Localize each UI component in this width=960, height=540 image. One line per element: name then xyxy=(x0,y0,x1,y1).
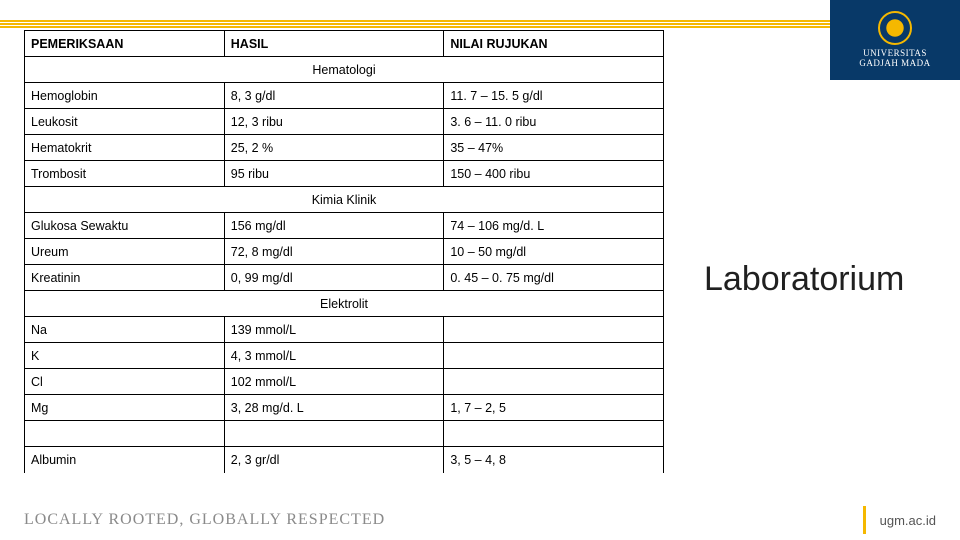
cell-pemeriksaan: Trombosit xyxy=(25,161,225,187)
table-row: Na139 mmol/L xyxy=(25,317,664,343)
table-row: Cl102 mmol/L xyxy=(25,369,664,395)
section-row: Kimia Klinik xyxy=(25,187,664,213)
table-row: Leukosit12, 3 ribu3. 6 – 11. 0 ribu xyxy=(25,109,664,135)
cell-hasil: 72, 8 mg/dl xyxy=(224,239,444,265)
footer-tagline: LOCALLY ROOTED, GLOBALLY RESPECTED xyxy=(24,511,385,529)
cell-pemeriksaan: Glukosa Sewaktu xyxy=(25,213,225,239)
cell-pemeriksaan: Mg xyxy=(25,395,225,421)
cell-hasil: 95 ribu xyxy=(224,161,444,187)
cell-hasil: 25, 2 % xyxy=(224,135,444,161)
cell-hasil: 4, 3 mmol/L xyxy=(224,343,444,369)
cell-nilai: 3, 5 – 4, 8 xyxy=(444,447,664,473)
cell-nilai: 11. 7 – 15. 5 g/dl xyxy=(444,83,664,109)
section-row: Elektrolit xyxy=(25,291,664,317)
section-label: Hematologi xyxy=(25,57,664,83)
cell-pemeriksaan xyxy=(25,421,225,447)
lab-results-table: PEMERIKSAAN HASIL NILAI RUJUKAN Hematolo… xyxy=(24,30,664,473)
footer-divider xyxy=(863,506,866,534)
cell-pemeriksaan: Hematokrit xyxy=(25,135,225,161)
section-row: Hematologi xyxy=(25,57,664,83)
table-row: K4, 3 mmol/L xyxy=(25,343,664,369)
cell-hasil: 2, 3 gr/dl xyxy=(224,447,444,473)
footer: LOCALLY ROOTED, GLOBALLY RESPECTED ugm.a… xyxy=(0,502,960,538)
table-row: Glukosa Sewaktu156 mg/dl74 – 106 mg/d. L xyxy=(25,213,664,239)
cell-hasil: 139 mmol/L xyxy=(224,317,444,343)
table-header-row: PEMERIKSAAN HASIL NILAI RUJUKAN xyxy=(25,31,664,57)
cell-pemeriksaan: Leukosit xyxy=(25,109,225,135)
th-nilai-rujukan: NILAI RUJUKAN xyxy=(444,31,664,57)
th-pemeriksaan: PEMERIKSAAN xyxy=(25,31,225,57)
cell-pemeriksaan: Na xyxy=(25,317,225,343)
table-row: Ureum72, 8 mg/dl10 – 50 mg/dl xyxy=(25,239,664,265)
cell-hasil: 8, 3 g/dl xyxy=(224,83,444,109)
cell-hasil: 102 mmol/L xyxy=(224,369,444,395)
table-row: Kreatinin0, 99 mg/dl0. 45 – 0. 75 mg/dl xyxy=(25,265,664,291)
cell-pemeriksaan: Ureum xyxy=(25,239,225,265)
table-row: Mg3, 28 mg/d. L1, 7 – 2, 5 xyxy=(25,395,664,421)
cell-hasil: 12, 3 ribu xyxy=(224,109,444,135)
cell-pemeriksaan: Cl xyxy=(25,369,225,395)
cell-pemeriksaan: Kreatinin xyxy=(25,265,225,291)
table-row: Trombosit95 ribu150 – 400 ribu xyxy=(25,161,664,187)
cell-nilai: 35 – 47% xyxy=(444,135,664,161)
cell-nilai xyxy=(444,421,664,447)
cell-nilai xyxy=(444,317,664,343)
cell-hasil xyxy=(224,421,444,447)
cell-pemeriksaan: Hemoglobin xyxy=(25,83,225,109)
footer-url: ugm.ac.id xyxy=(880,513,936,528)
section-label: Kimia Klinik xyxy=(25,187,664,213)
cell-nilai xyxy=(444,369,664,395)
accent-stripes xyxy=(0,20,960,28)
cell-hasil: 0, 99 mg/dl xyxy=(224,265,444,291)
page-title: Laboratorium xyxy=(704,260,904,299)
cell-hasil: 3, 28 mg/d. L xyxy=(224,395,444,421)
cell-nilai: 3. 6 – 11. 0 ribu xyxy=(444,109,664,135)
cell-nilai: 74 – 106 mg/d. L xyxy=(444,213,664,239)
main-content: PEMERIKSAAN HASIL NILAI RUJUKAN Hematolo… xyxy=(0,30,960,473)
table-row: Hematokrit25, 2 %35 – 47% xyxy=(25,135,664,161)
section-label: Elektrolit xyxy=(25,291,664,317)
table-row xyxy=(25,421,664,447)
cell-pemeriksaan: K xyxy=(25,343,225,369)
table-row: Albumin2, 3 gr/dl3, 5 – 4, 8 xyxy=(25,447,664,473)
cell-nilai: 1, 7 – 2, 5 xyxy=(444,395,664,421)
cell-nilai: 0. 45 – 0. 75 mg/dl xyxy=(444,265,664,291)
footer-right: ugm.ac.id xyxy=(849,506,936,534)
cell-pemeriksaan: Albumin xyxy=(25,447,225,473)
cell-nilai: 150 – 400 ribu xyxy=(444,161,664,187)
cell-hasil: 156 mg/dl xyxy=(224,213,444,239)
table-row: Hemoglobin8, 3 g/dl11. 7 – 15. 5 g/dl xyxy=(25,83,664,109)
th-hasil: HASIL xyxy=(224,31,444,57)
cell-nilai xyxy=(444,343,664,369)
cell-nilai: 10 – 50 mg/dl xyxy=(444,239,664,265)
